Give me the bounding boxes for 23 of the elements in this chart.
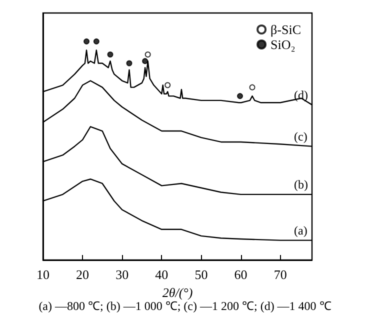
- point: [164, 82, 171, 88]
- x-tick-label: 70: [274, 267, 287, 282]
- point: [126, 60, 132, 66]
- x-tick-label: 30: [116, 267, 129, 282]
- point: [107, 52, 114, 58]
- x-tick-label: 10: [36, 267, 50, 282]
- point: [84, 38, 90, 44]
- legend-label: SiO₂: [270, 37, 296, 52]
- series-label: (b): [294, 177, 308, 192]
- legend-label: β-SiC: [270, 22, 302, 37]
- x-tick-label: 60: [234, 267, 248, 282]
- x-tick-label: 40: [155, 267, 168, 282]
- x-axis-title: 2θ/(°): [162, 284, 193, 300]
- point: [142, 58, 148, 64]
- series-label: (c): [294, 129, 308, 144]
- point: [237, 93, 244, 100]
- series-label: (a): [294, 223, 308, 238]
- x-tick-label: 20: [76, 267, 90, 282]
- point: [249, 84, 256, 90]
- x-tick-label: 50: [194, 267, 208, 282]
- point: [93, 38, 100, 44]
- point: [144, 52, 151, 58]
- text: (a) —800 ℃; (b) —1 000 ℃; (c) —1 200 ℃; (d) —1 400 ℃: [38, 299, 332, 313]
